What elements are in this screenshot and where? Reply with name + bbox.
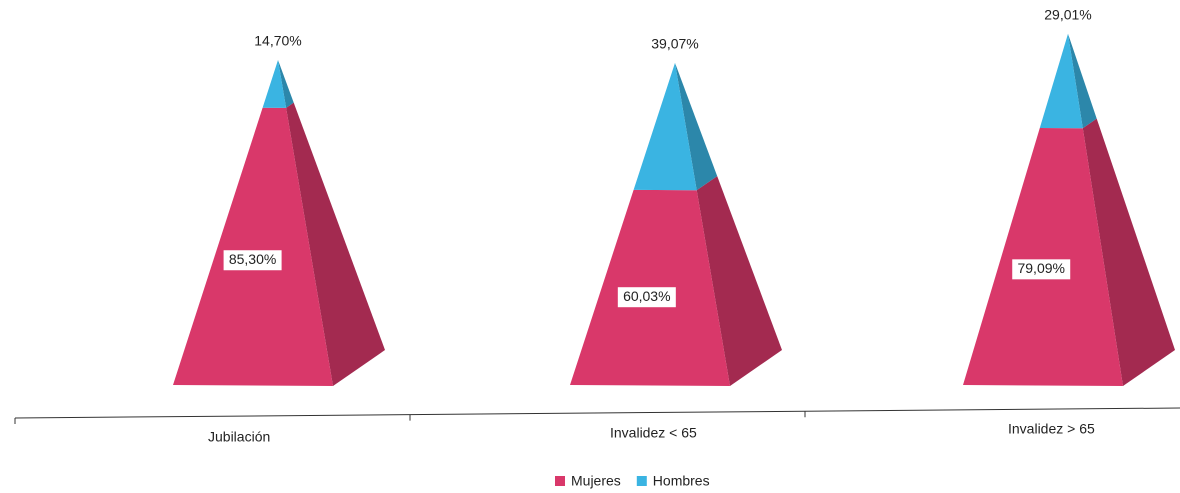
data-label: 79,09% <box>1017 260 1064 276</box>
data-label-box <box>1012 259 1071 280</box>
pyramid-segment <box>262 60 287 108</box>
x-tick-label: Invalidez < 65 <box>610 425 697 441</box>
category-axis <box>14 407 1180 419</box>
legend-label: Mujeres <box>571 473 621 489</box>
legend-label: Hombres <box>653 473 710 489</box>
x-tick-label: Invalidez > 65 <box>1008 421 1095 437</box>
data-label: 39,07% <box>651 36 698 52</box>
legend-swatch <box>555 476 565 486</box>
pyramid-side <box>278 60 294 108</box>
data-label: 29,01% <box>1044 6 1091 22</box>
pyramid-side <box>1068 33 1097 129</box>
data-label: 60,03% <box>623 288 670 304</box>
data-label-box <box>223 250 282 271</box>
pyramid-segment <box>173 107 333 387</box>
pyramid-side <box>675 62 718 191</box>
data-label: 85,30% <box>229 251 276 267</box>
pyramid-segment <box>1039 33 1083 129</box>
x-tick-label: Jubilación <box>208 429 270 445</box>
pyramid-segment <box>633 62 697 191</box>
data-label: 14,70% <box>254 33 301 49</box>
pyramid-side <box>696 176 782 386</box>
pyramid-segment <box>963 128 1123 386</box>
pyramid-side <box>286 102 385 386</box>
pyramid-side <box>1082 118 1175 386</box>
data-label-box <box>617 287 676 308</box>
legend-swatch <box>636 476 647 486</box>
